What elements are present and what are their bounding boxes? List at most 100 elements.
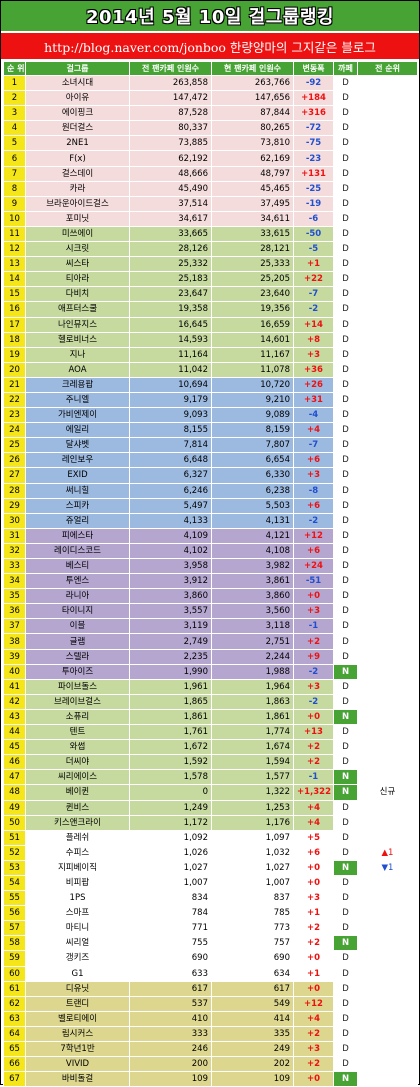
prev-rank-cell xyxy=(357,301,418,318)
table-row: 8 카라 45,490 45,465 -25 D xyxy=(3,180,418,197)
prev-rank-cell xyxy=(357,241,418,258)
cur-fans-cell: 1,253 xyxy=(211,799,294,816)
cur-fans-cell: 1,322 xyxy=(211,784,294,801)
change-cell: +22 xyxy=(293,271,334,288)
cafe-status-cell: D xyxy=(333,724,358,741)
cafe-status-cell: D xyxy=(333,135,358,152)
table-row: 50 키스앤크라이 1,172 1,176 +4 D xyxy=(3,814,418,831)
cafe-status-cell: D xyxy=(333,1025,358,1043)
prev-fans-cell: 23,647 xyxy=(129,286,212,303)
group-name-cell: 에이핑크 xyxy=(25,105,130,122)
page-title: 2014년 5월 10일 걸그룹랭킹 xyxy=(1,1,419,31)
table-row: 30 쥬얼리 4,133 4,131 -2 D xyxy=(3,512,418,529)
rank-cell: 56 xyxy=(3,905,26,922)
cafe-status-cell: D xyxy=(333,588,358,605)
change-cell: +0 xyxy=(293,859,334,876)
group-name-cell: 씨스타 xyxy=(25,256,130,273)
prev-fans-cell: 2,235 xyxy=(129,648,212,665)
group-name-cell: 2NE1 xyxy=(25,135,130,152)
cur-fans-cell: 617 xyxy=(211,980,294,997)
change-cell: -7 xyxy=(293,437,334,454)
table-row: 43 소퓨리 1,861 1,861 +0 N xyxy=(3,708,418,726)
table-row: 40 투아이즈 1,990 1,988 -2 N xyxy=(3,663,418,680)
group-name-cell: 미쓰에이 xyxy=(25,225,130,243)
prev-rank-cell xyxy=(357,482,418,499)
cur-fans-cell: 1,774 xyxy=(211,724,294,741)
prev-rank-cell xyxy=(357,995,418,1012)
change-cell: -4 xyxy=(293,407,334,424)
table-row: 7 걸스데이 48,666 48,797 +131 D xyxy=(3,165,418,182)
change-cell: +6 xyxy=(293,497,334,514)
prev-rank-cell xyxy=(357,829,418,846)
table-row: 25 달샤벳 7,814 7,807 -7 D xyxy=(3,437,418,454)
cur-fans-cell: 8,159 xyxy=(211,422,294,439)
change-cell: -1 xyxy=(293,769,334,786)
prev-rank-cell: ▼1 xyxy=(357,859,418,876)
prev-rank-cell xyxy=(357,814,418,831)
group-name-cell: VIVID xyxy=(25,1056,130,1073)
table-row: 53 지피베이직 1,027 1,027 +0 N ▼1 xyxy=(3,859,418,876)
prev-rank-cell xyxy=(357,316,418,333)
table-row: 59 갱키즈 690 690 +0 D xyxy=(3,950,418,967)
prev-rank-cell xyxy=(357,180,418,197)
cafe-status-cell: D xyxy=(333,422,358,439)
cafe-status-cell: D xyxy=(333,1010,358,1027)
prev-rank-cell xyxy=(357,754,418,771)
change-cell: +3 xyxy=(293,346,334,363)
table-row: 61 디유닛 617 617 +0 D xyxy=(3,980,418,997)
cur-fans-cell: 25,333 xyxy=(211,256,294,273)
group-name-cell: 이블 xyxy=(25,618,130,635)
cafe-status-cell: D xyxy=(333,980,358,997)
blog-url-banner[interactable]: http://blog.naver.com/jonboo 한량양마의 그지같은 … xyxy=(1,33,419,59)
prev-rank-cell xyxy=(357,920,418,937)
cafe-status-cell: D xyxy=(333,256,358,273)
cafe-status-cell: D xyxy=(333,693,358,710)
group-name-cell: 텐트 xyxy=(25,724,130,741)
rank-cell: 19 xyxy=(3,346,26,363)
rank-cell: 60 xyxy=(3,965,26,982)
prev-rank-cell xyxy=(357,935,418,952)
rank-cell: 22 xyxy=(3,391,26,409)
table-row: 3 에이핑크 87,528 87,844 +316 D xyxy=(3,105,418,122)
prev-fans-cell: 80,337 xyxy=(129,120,212,137)
table-row: 38 글램 2,749 2,751 +2 D xyxy=(3,633,418,650)
change-cell: +26 xyxy=(293,376,334,393)
cafe-status-cell: D xyxy=(333,799,358,816)
prev-rank-cell xyxy=(357,331,418,348)
rank-cell: 65 xyxy=(3,1040,26,1058)
rank-cell: 54 xyxy=(3,874,26,892)
prev-rank-cell xyxy=(357,950,418,967)
prev-fans-cell: 4,102 xyxy=(129,542,212,560)
cur-fans-cell: 1,594 xyxy=(211,754,294,771)
prev-fans-cell: 10,694 xyxy=(129,376,212,393)
group-name-cell: 스피카 xyxy=(25,497,130,514)
cafe-status-cell: D xyxy=(333,618,358,635)
change-cell: -23 xyxy=(293,150,334,167)
change-cell: +0 xyxy=(293,1071,334,1087)
cur-fans-cell: 1,863 xyxy=(211,693,294,710)
prev-fans-cell: 9,179 xyxy=(129,391,212,409)
table-row: 14 티아라 25,183 25,205 +22 D xyxy=(3,271,418,288)
cafe-status-cell: D xyxy=(333,920,358,937)
rank-cell: 36 xyxy=(3,603,26,620)
prev-fans-cell: 3,912 xyxy=(129,573,212,590)
group-name-cell: 더씨야 xyxy=(25,754,130,771)
prev-rank-cell xyxy=(357,271,418,288)
rank-cell: 66 xyxy=(3,1056,26,1073)
table-row: 51 플레쉬 1,092 1,097 +5 D xyxy=(3,829,418,846)
table-row: 2 아이유 147,472 147,656 +184 D xyxy=(3,90,418,107)
prev-fans-cell: 48,666 xyxy=(129,165,212,182)
table-row: 47 씨리에이스 1,578 1,577 -1 N xyxy=(3,769,418,786)
cur-fans-cell: 4,121 xyxy=(211,527,294,544)
group-name-cell: 와썹 xyxy=(25,739,130,756)
group-name-cell: 레인보우 xyxy=(25,452,130,469)
prev-fans-cell: 1,249 xyxy=(129,799,212,816)
prev-rank-cell xyxy=(357,874,418,892)
cafe-status-cell: D xyxy=(333,754,358,771)
prev-rank-cell xyxy=(357,542,418,560)
rank-cell: 48 xyxy=(3,784,26,801)
prev-fans-cell: 147,472 xyxy=(129,90,212,107)
change-cell: +3 xyxy=(293,678,334,695)
table-row: 9 브라운아이드걸스 37,514 37,495 -19 D xyxy=(3,195,418,212)
